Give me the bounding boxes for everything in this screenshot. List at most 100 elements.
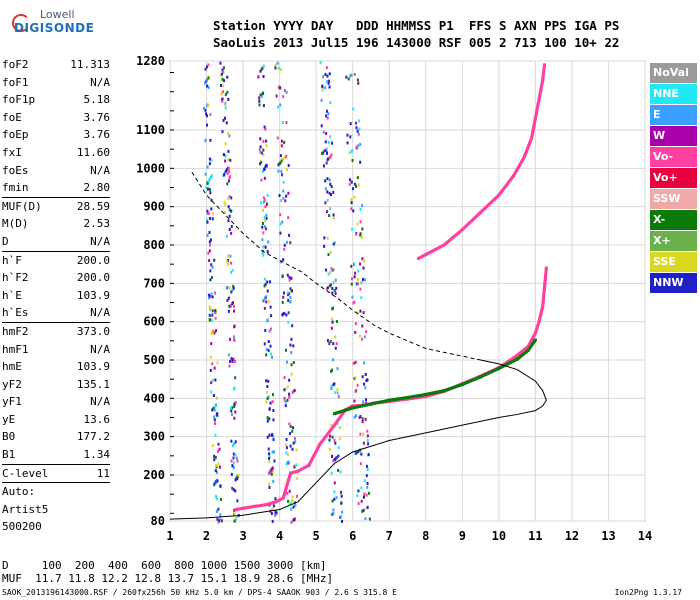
- param-name: foF2: [2, 58, 29, 71]
- echo-point: [357, 450, 360, 454]
- param-group-2: MUF(D) 28.59 M(D) 2.53 D N/A: [2, 198, 110, 251]
- echo-point: [216, 517, 219, 521]
- echo-point: [276, 61, 279, 65]
- echo-point: [209, 113, 212, 117]
- echo-point: [232, 284, 235, 288]
- echo-point: [287, 292, 290, 296]
- param-fxi: fxI 11.60: [2, 144, 110, 162]
- echo-point: [280, 159, 283, 163]
- echo-point: [287, 311, 290, 315]
- echo-point: [331, 141, 334, 145]
- echo-point: [260, 95, 263, 99]
- echo-point: [349, 122, 352, 126]
- echo-point: [211, 217, 214, 221]
- echo-point: [263, 277, 266, 281]
- echo-point: [228, 364, 231, 368]
- echo-point: [268, 329, 271, 333]
- echo-point: [212, 212, 215, 216]
- echo-point: [289, 444, 292, 448]
- param-value: 2.53: [83, 217, 111, 231]
- echo-point: [228, 286, 231, 290]
- echo-point: [283, 140, 286, 144]
- param-name: MUF(D): [2, 199, 42, 213]
- echo-point: [231, 301, 234, 305]
- param-value: 3.76: [83, 128, 111, 142]
- series-point: [351, 404, 355, 408]
- param-md: M(D) 2.53: [2, 215, 110, 233]
- echo-point: [226, 90, 229, 94]
- echo-point: [352, 209, 355, 213]
- echo-point: [215, 464, 218, 468]
- echo-point: [361, 509, 364, 513]
- logo-line2: DIGISONDE: [14, 21, 95, 35]
- echo-point: [328, 214, 331, 218]
- echo-point: [208, 313, 211, 317]
- echo-point: [228, 304, 231, 308]
- echo-point: [362, 400, 365, 404]
- echo-point: [230, 413, 233, 417]
- echo-point: [288, 394, 291, 398]
- echo-point: [367, 453, 370, 457]
- param-value: 1.34: [83, 448, 111, 462]
- echo-point: [260, 178, 263, 182]
- echo-point: [289, 290, 292, 294]
- echo-point: [264, 245, 267, 249]
- echo-point: [283, 311, 286, 315]
- echo-point: [346, 141, 349, 145]
- echo-point: [320, 98, 323, 102]
- echo-point: [286, 398, 289, 402]
- echo-point: [368, 491, 371, 495]
- echo-point: [265, 163, 268, 167]
- echo-point: [365, 474, 368, 478]
- echo-point: [258, 103, 261, 107]
- echo-point: [265, 139, 268, 143]
- echo-point: [325, 147, 328, 151]
- echo-point: [213, 366, 216, 370]
- echo-point: [290, 337, 293, 341]
- echo-point: [217, 449, 220, 453]
- echo-point: [332, 280, 335, 284]
- echo-point: [224, 116, 227, 120]
- echo-point: [266, 390, 269, 394]
- echo-point: [266, 416, 269, 420]
- param-fof1: foF1 N/A: [2, 74, 110, 92]
- echo-point: [326, 339, 329, 343]
- param-value: N/A: [90, 342, 110, 356]
- echo-point: [214, 433, 217, 437]
- echo-point: [294, 440, 297, 444]
- echo-point: [285, 438, 288, 442]
- echo-point: [263, 219, 266, 223]
- echo-point: [234, 376, 237, 380]
- echo-point: [350, 207, 353, 211]
- echo-point: [206, 165, 209, 169]
- series-point: [406, 396, 409, 400]
- echo-point: [230, 270, 233, 274]
- series-point: [541, 78, 545, 82]
- echo-point: [364, 372, 367, 376]
- echo-point: [203, 106, 206, 110]
- echo-point: [213, 408, 216, 412]
- echo-point: [209, 243, 212, 247]
- echo-point: [271, 450, 274, 454]
- echo-point: [366, 439, 369, 443]
- param-name: C-level: [2, 466, 49, 480]
- echo-point: [282, 312, 285, 316]
- echo-point: [361, 227, 364, 231]
- echo-point: [266, 318, 269, 322]
- param-name: yF1: [2, 395, 22, 409]
- grid: [169, 60, 646, 522]
- echo-point: [294, 503, 297, 507]
- echo-point: [338, 437, 341, 441]
- param-foes: foEs N/A: [2, 162, 110, 180]
- param-name: h`F2: [2, 271, 29, 285]
- echo-point: [335, 456, 338, 460]
- echo-point: [279, 161, 282, 165]
- echo-point: [211, 309, 214, 313]
- echo-point: [272, 435, 275, 439]
- echo-point: [233, 309, 236, 313]
- echo-point: [360, 337, 363, 341]
- echo-point: [222, 70, 225, 74]
- echo-point: [271, 355, 274, 359]
- separator: [2, 482, 110, 484]
- echo-point: [285, 446, 288, 450]
